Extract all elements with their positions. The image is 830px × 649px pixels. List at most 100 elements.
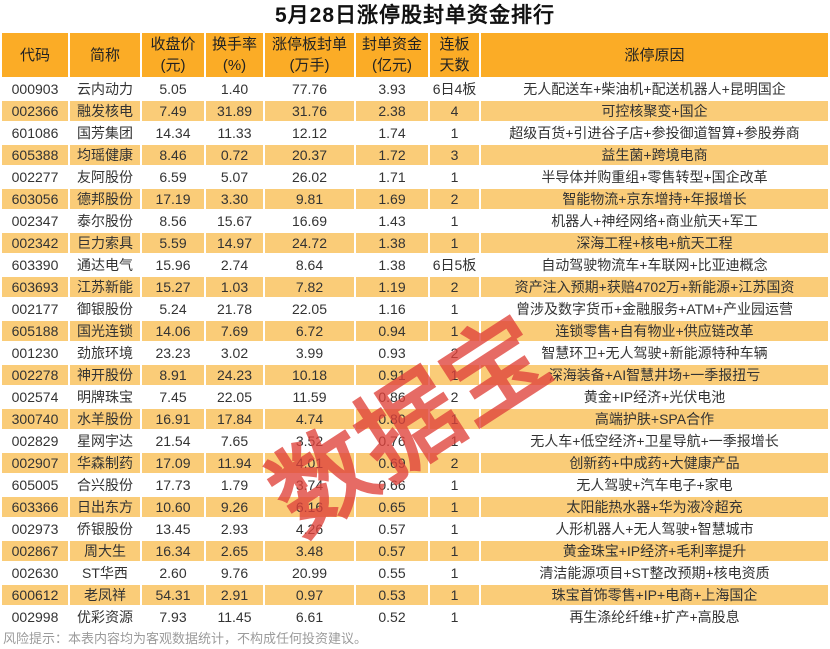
cell-seal_amount: 1.38: [354, 231, 430, 255]
cell-seal_amount: 1.19: [354, 275, 430, 299]
cell-close: 54.31: [140, 583, 206, 607]
risk-disclaimer: 风险提示：本表内容均为客观数据统计，不构成任何投资建议。: [0, 629, 830, 649]
cell-code: 002630: [0, 561, 70, 585]
cell-turnover: 15.67: [204, 209, 265, 233]
cell-seal_lots: 3.74: [263, 473, 356, 497]
cell-seal_lots: 24.72: [263, 231, 356, 255]
cell-code: 300740: [0, 407, 70, 431]
cell-streak: 3: [428, 143, 481, 167]
cell-turnover: 3.30: [204, 187, 265, 211]
column-header-reason: 涨停原因: [479, 31, 830, 79]
cell-streak: 2: [428, 187, 481, 211]
cell-code: 002574: [0, 385, 70, 409]
cell-close: 10.60: [140, 495, 206, 519]
cell-streak: 1: [428, 363, 481, 387]
cell-code: 603390: [0, 253, 70, 277]
cell-code: 002829: [0, 429, 70, 453]
cell-turnover: 7.65: [204, 429, 265, 453]
limit-up-ranking-table: 代码 简称 收盘价 (元) 换手率 (%) 涨停板封单 (万手) 封单资金 (亿元) 连板 …: [0, 31, 830, 629]
cell-streak: 1: [428, 407, 481, 431]
cell-close: 7.93: [140, 605, 206, 629]
cell-close: 7.45: [140, 385, 206, 409]
cell-reason: 无人驾驶+汽车电子+家电: [479, 473, 830, 497]
cell-seal_lots: 3.52: [263, 429, 356, 453]
cell-reason: 半导体并购重组+零售转型+国企改革: [479, 165, 830, 189]
cell-seal_lots: 22.05: [263, 297, 356, 321]
cell-seal_amount: 1.43: [354, 209, 430, 233]
cell-close: 14.34: [140, 121, 206, 145]
cell-seal_amount: 1.69: [354, 187, 430, 211]
cell-streak: 1: [428, 165, 481, 189]
table-row: 001230 劲旅环境 23.23 3.02 3.99 0.93 2 智慧环卫+无人驾驶+新能…: [0, 341, 830, 365]
cell-name: 劲旅环境: [68, 341, 142, 365]
cell-turnover: 1.79: [204, 473, 265, 497]
cell-reason: 无人车+低空经济+卫星导航+一季报增长: [479, 429, 830, 453]
cell-close: 17.73: [140, 473, 206, 497]
cell-seal_amount: 1.72: [354, 143, 430, 167]
cell-reason: 智能物流+京东增持+年报增长: [479, 187, 830, 211]
cell-seal_lots: 16.69: [263, 209, 356, 233]
column-header-seal_amount: 封单资金 (亿元): [354, 31, 430, 79]
cell-seal_amount: 0.94: [354, 319, 430, 343]
cell-code: 603056: [0, 187, 70, 211]
cell-seal_amount: 0.52: [354, 605, 430, 629]
cell-streak: 1: [428, 209, 481, 233]
cell-seal_lots: 6.72: [263, 319, 356, 343]
cell-seal_amount: 2.38: [354, 99, 430, 123]
cell-turnover: 1.03: [204, 275, 265, 299]
cell-turnover: 31.89: [204, 99, 265, 123]
cell-seal_amount: 0.86: [354, 385, 430, 409]
cell-turnover: 11.45: [204, 605, 265, 629]
cell-seal_amount: 0.55: [354, 561, 430, 585]
cell-code: 002867: [0, 539, 70, 563]
table-header: 代码 简称 收盘价 (元) 换手率 (%) 涨停板封单 (万手) 封单资金 (亿元) 连板 …: [0, 31, 830, 79]
cell-streak: 1: [428, 517, 481, 541]
cell-reason: 创新药+中成药+大健康产品: [479, 451, 830, 475]
cell-seal_amount: 0.57: [354, 539, 430, 563]
column-header-code: 代码: [0, 31, 70, 79]
table-row: 002867 周大生 16.34 2.65 3.48 0.57 1 黄金珠宝+IP经济+毛利率…: [0, 539, 830, 563]
cell-reason: 高端护肤+SPA合作: [479, 407, 830, 431]
cell-seal_amount: 0.93: [354, 341, 430, 365]
cell-name: 华森制药: [68, 451, 142, 475]
cell-close: 17.09: [140, 451, 206, 475]
cell-seal_amount: 3.93: [354, 77, 430, 101]
cell-reason: 太阳能热水器+华为液冷超充: [479, 495, 830, 519]
cell-reason: 黄金+IP经济+光伏电池: [479, 385, 830, 409]
column-header-streak: 连板 天数: [428, 31, 481, 79]
cell-reason: 超级百货+引进谷子店+参投御道智算+参股券商: [479, 121, 830, 145]
cell-reason: 资产注入预期+获赔4702万+新能源+江苏国资: [479, 275, 830, 299]
cell-close: 5.05: [140, 77, 206, 101]
cell-seal_lots: 6.16: [263, 495, 356, 519]
cell-reason: 珠宝首饰零售+IP+电商+上海国企: [479, 583, 830, 607]
table-row: 601086 国芳集团 14.34 11.33 12.12 1.74 1 超级百货+引进谷子店…: [0, 121, 830, 145]
table-row: 002366 融发核电 7.49 31.89 31.76 2.38 4 可控核聚变+国企: [0, 99, 830, 123]
cell-seal_amount: 1.71: [354, 165, 430, 189]
cell-seal_lots: 3.48: [263, 539, 356, 563]
cell-turnover: 0.72: [204, 143, 265, 167]
cell-name: 侨银股份: [68, 517, 142, 541]
cell-reason: 曾涉及数字货币+金融服务+ATM+产业园运营: [479, 297, 830, 321]
cell-streak: 2: [428, 341, 481, 365]
cell-name: 国芳集团: [68, 121, 142, 145]
cell-seal_lots: 20.99: [263, 561, 356, 585]
table-row: 600612 老凤祥 54.31 2.91 0.97 0.53 1 珠宝首饰零售+IP+电商+…: [0, 583, 830, 607]
cell-code: 600612: [0, 583, 70, 607]
cell-seal_amount: 0.57: [354, 517, 430, 541]
cell-name: 国光连锁: [68, 319, 142, 343]
cell-seal_amount: 0.53: [354, 583, 430, 607]
table-row: 002998 优彩资源 7.93 11.45 6.61 0.52 1 再生涤纶纤维+扩产+高股…: [0, 605, 830, 629]
cell-close: 17.19: [140, 187, 206, 211]
cell-turnover: 21.78: [204, 297, 265, 321]
cell-code: 002998: [0, 605, 70, 629]
cell-name: 融发核电: [68, 99, 142, 123]
cell-code: 605188: [0, 319, 70, 343]
cell-turnover: 14.97: [204, 231, 265, 255]
cell-name: 明牌珠宝: [68, 385, 142, 409]
cell-streak: 1: [428, 473, 481, 497]
cell-turnover: 24.23: [204, 363, 265, 387]
cell-close: 5.24: [140, 297, 206, 321]
cell-close: 5.59: [140, 231, 206, 255]
table-row: 002973 侨银股份 13.45 2.93 4.26 0.57 1 人形机器人+无人驾驶+智…: [0, 517, 830, 541]
